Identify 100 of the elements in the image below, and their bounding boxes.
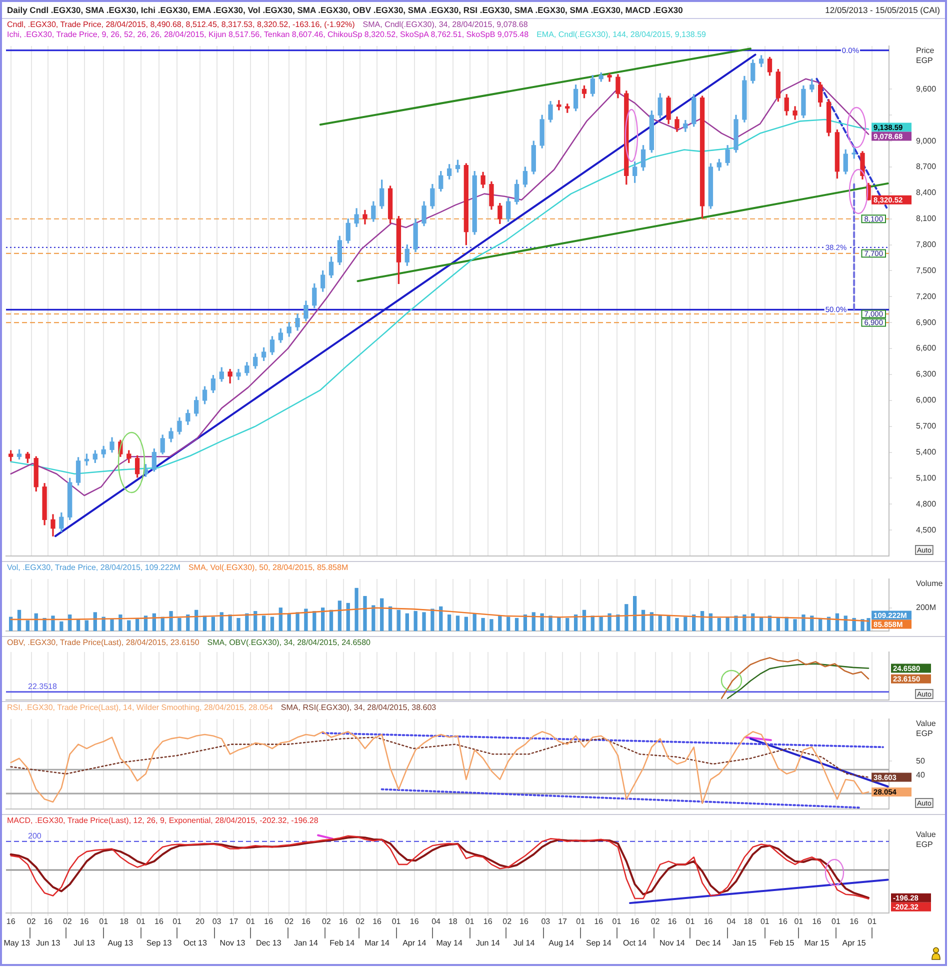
bar	[650, 612, 654, 631]
bar	[245, 613, 249, 631]
bar	[278, 608, 282, 631]
bar	[60, 621, 64, 631]
x2-tick-label: Jan 15	[732, 938, 757, 948]
bar	[228, 614, 232, 631]
bar	[514, 618, 519, 631]
y-tick-label: 6,300	[916, 370, 937, 379]
bar	[17, 610, 22, 631]
x2-tick-label: Aug 14	[548, 938, 575, 948]
x2-tick-label: Mar 15	[804, 938, 830, 948]
x-tick-label: 01	[465, 916, 475, 926]
bar	[548, 616, 552, 631]
bar	[372, 605, 376, 631]
x-tick-label: 02	[322, 916, 332, 926]
bar	[320, 608, 325, 631]
y-tick-label: 8,100	[916, 214, 937, 224]
bar	[338, 600, 342, 631]
x-tick-label: 16	[264, 916, 274, 926]
x2-tick-label: Sep 13	[146, 938, 172, 948]
bar	[169, 611, 173, 631]
x-tick-label: 01	[246, 916, 256, 926]
x2-tick-label: Feb 14	[330, 938, 356, 948]
text: SMA, Vol(.EGX30), 50, 28/04/2015, 85.858M	[188, 563, 348, 573]
x-tick-label: 16	[6, 916, 16, 926]
y-tick-label: 5,100	[916, 473, 937, 482]
bar	[84, 620, 89, 631]
x2-tick-label: Jul 13	[74, 938, 96, 948]
line-series	[10, 736, 870, 778]
x-tick-label: 16	[704, 916, 714, 926]
x-tick-label: 16	[80, 916, 90, 926]
bar	[262, 616, 266, 631]
x-tick-label: 16	[302, 916, 311, 926]
y-tick-label: 4,800	[916, 499, 937, 508]
y-tick-label: 6,000	[916, 396, 937, 405]
x-tick-label: 01	[868, 916, 878, 926]
x-tick-label: 16	[850, 916, 860, 926]
bar	[793, 619, 797, 631]
bar	[481, 618, 485, 631]
x-tick-label: 16	[154, 916, 164, 926]
x-tick-label: 01	[576, 916, 586, 926]
annotation: 200	[28, 832, 42, 841]
y-tick-label: 200M	[916, 603, 936, 612]
y-axis-title: Volume	[916, 579, 944, 588]
text: SMA, RSI(.EGX30), 34, 28/04/2015, 38.603	[280, 703, 436, 713]
x2-tick-label: May 13	[4, 938, 31, 948]
x2-tick-label: Dec 14	[696, 938, 722, 948]
bar	[498, 616, 502, 631]
bar	[93, 612, 97, 631]
bar	[430, 608, 434, 631]
bar	[296, 612, 300, 631]
x-tick-label: 16	[372, 916, 382, 926]
x-tick-label: 03	[212, 916, 222, 926]
x-tick-label: 01	[172, 916, 182, 926]
x-tick-label: 20	[195, 916, 205, 926]
x2-tick-label: Oct 14	[623, 938, 648, 948]
bar	[540, 613, 544, 631]
x-tick-label: 01	[136, 916, 146, 926]
x-tick-label: 03	[541, 916, 551, 926]
x2-tick-label: Apr 15	[842, 938, 866, 948]
x2-tick-label: Mar 14	[364, 938, 390, 948]
bar	[590, 616, 594, 631]
text: SMA, Cndl(.EGX30), 34, 28/04/2015, 9,078.68	[362, 20, 528, 30]
x2-tick-label: Jul 14	[513, 938, 536, 948]
y-tick-label: 5,400	[916, 447, 937, 456]
text: RSI, .EGX30, Trade Price(Last), 14, Wilder Smoothing, 28/04/2015, 28.054	[7, 703, 273, 713]
bar	[236, 618, 240, 631]
y-tick-label: 50	[916, 756, 926, 766]
bar	[624, 604, 628, 631]
x-tick-label: 16	[520, 916, 529, 926]
x-tick-label: 02	[650, 916, 660, 926]
x2-tick-label: Nov 14	[659, 938, 686, 948]
bar	[396, 610, 401, 631]
x-tick-label: 16	[630, 916, 640, 926]
bar	[110, 619, 114, 631]
bar	[608, 613, 612, 631]
bar	[346, 602, 350, 631]
series-label: MACD, .EGX30, Trade Price(Last), 12, 26, 9, Exponential, 28/04/2015, -202.32, -196.28	[7, 816, 318, 826]
x-tick-label: 16	[338, 916, 348, 926]
bar	[742, 614, 746, 631]
bar	[354, 588, 358, 631]
bar	[405, 613, 409, 631]
bar	[422, 612, 426, 631]
bar	[599, 616, 603, 631]
bar	[118, 614, 122, 631]
y-tick-label: 6,600	[916, 344, 937, 353]
y-axis-title: Price EGP	[916, 46, 935, 66]
bar	[51, 616, 55, 631]
bar	[734, 616, 738, 631]
bar	[532, 612, 536, 631]
bar	[684, 616, 688, 631]
y-axis-title: Value EGP	[916, 830, 936, 850]
text: Vol, .EGX30, Trade Price, 28/04/2015, 109.222M	[7, 563, 180, 573]
text: SMA, OBV(.EGX30), 34, 28/04/2015, 24.6580	[207, 638, 370, 648]
x-tick-label: 02	[502, 916, 512, 926]
bar	[717, 618, 721, 631]
bar	[456, 616, 460, 631]
x-tick-label: 01	[612, 916, 622, 926]
y-tick-label: 8,400	[916, 188, 937, 198]
x-tick-label: 16	[778, 916, 788, 926]
